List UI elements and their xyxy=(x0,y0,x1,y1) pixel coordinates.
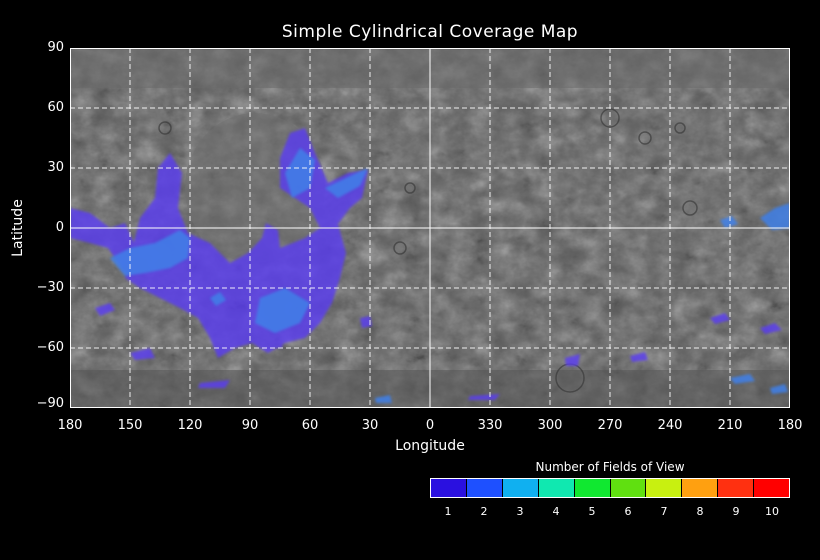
lon-tick-label: 0 xyxy=(425,418,435,433)
coverage-map-plot xyxy=(70,48,790,408)
colorbar-label: 10 xyxy=(765,505,779,518)
lat-tick-label: 60 xyxy=(47,100,64,115)
map-title: Simple Cylindrical Coverage Map xyxy=(281,22,579,42)
colorbar-swatch xyxy=(682,479,719,497)
lon-tick-label: 90 xyxy=(241,418,259,433)
y-axis-label: Latitude xyxy=(10,199,26,257)
lat-tick-label: −30 xyxy=(36,280,64,295)
lon-tick-label: 150 xyxy=(117,418,143,433)
colorbar-label: 8 xyxy=(696,505,704,518)
lon-tick-label: 120 xyxy=(177,418,203,433)
colorbar-swatch xyxy=(502,479,539,497)
lon-tick-label: 180 xyxy=(57,418,83,433)
lat-tick-label: 0 xyxy=(55,220,64,235)
colorbar-label: 2 xyxy=(480,505,488,518)
colorbar-swatch xyxy=(574,479,611,497)
colorbar-label: 4 xyxy=(552,505,560,518)
colorbar xyxy=(430,478,790,498)
colorbar-label: 9 xyxy=(732,505,740,518)
colorbar-label: 1 xyxy=(444,505,452,518)
colorbar-swatch xyxy=(431,479,467,497)
lat-tick-label: −60 xyxy=(36,340,64,355)
graticule-center xyxy=(70,48,790,408)
colorbar-swatch xyxy=(610,479,647,497)
colorbar-labels: 1 2 3 4 5 6 7 8 9 10 xyxy=(430,505,790,518)
colorbar-swatch xyxy=(754,479,790,497)
lon-tick-label: 300 xyxy=(537,418,563,433)
lon-tick-label: 270 xyxy=(597,418,623,433)
lon-tick-label: 30 xyxy=(361,418,379,433)
lon-tick-label: 240 xyxy=(657,418,683,433)
colorbar-swatch xyxy=(538,479,575,497)
lat-tick-label: 30 xyxy=(47,160,64,175)
legend-title: Number of Fields of View xyxy=(535,460,685,474)
colorbar-label: 6 xyxy=(624,505,632,518)
colorbar-swatch xyxy=(718,479,755,497)
lon-tick-label: 180 xyxy=(777,418,803,433)
colorbar-label: 5 xyxy=(588,505,596,518)
lon-tick-label: 330 xyxy=(477,418,503,433)
colorbar-label: 3 xyxy=(516,505,524,518)
lat-tick-label: 90 xyxy=(47,40,64,55)
x-axis-label: Longitude xyxy=(395,438,465,454)
lon-tick-label: 210 xyxy=(717,418,743,433)
coverage-map-svg xyxy=(70,48,790,408)
colorbar-swatch xyxy=(646,479,683,497)
craters xyxy=(158,108,698,393)
lat-tick-label: −90 xyxy=(36,396,64,411)
colorbar-label: 7 xyxy=(660,505,668,518)
lon-tick-label: 60 xyxy=(301,418,319,433)
coverage-level-2 xyxy=(110,148,790,403)
colorbar-swatch xyxy=(466,479,503,497)
